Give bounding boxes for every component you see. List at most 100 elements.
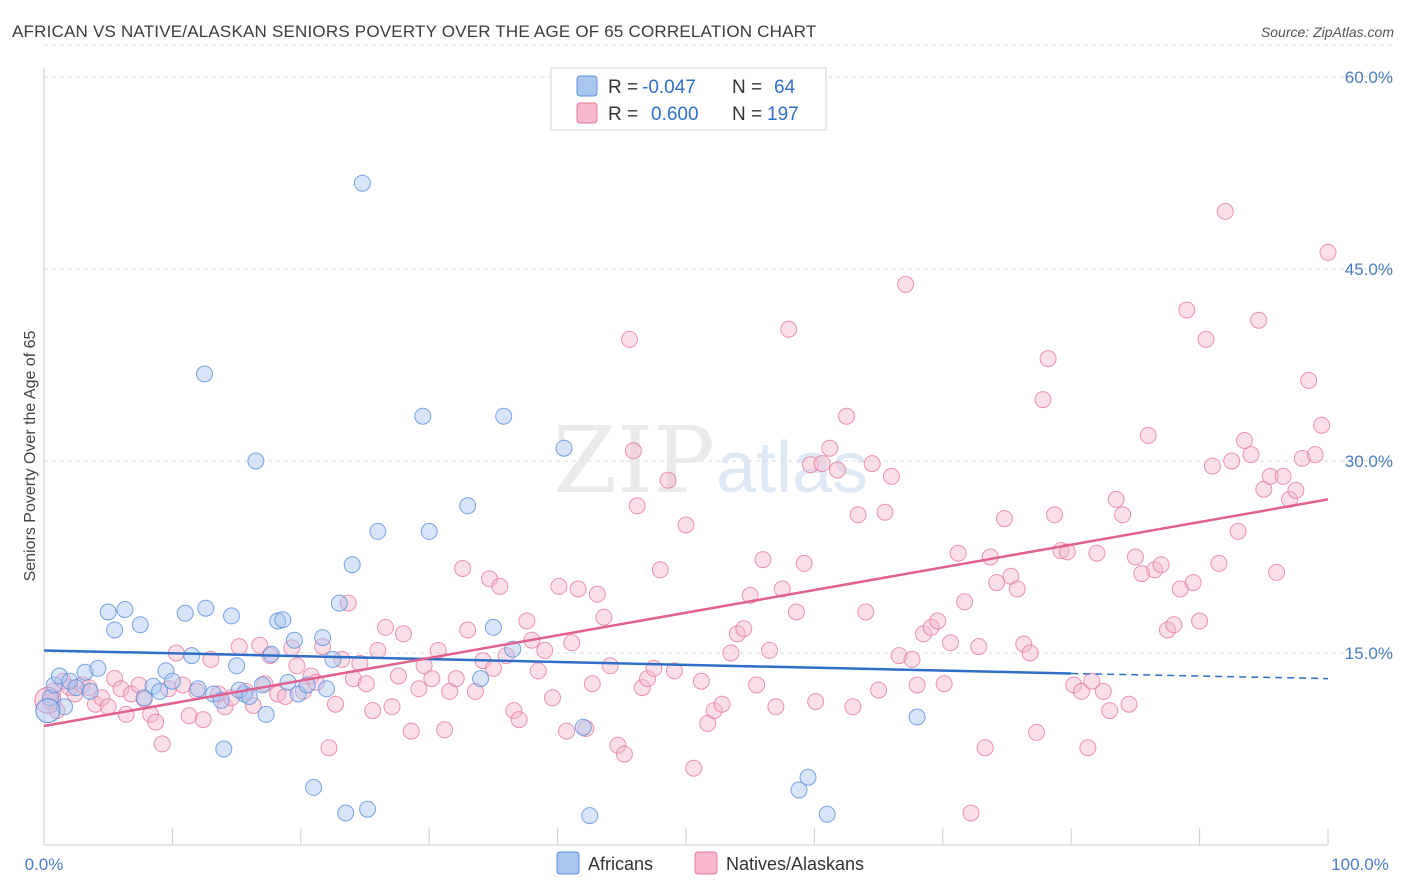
legend-africans-r-value: -0.047 [642, 77, 696, 98]
legend-africans-r-label: R = [608, 77, 638, 98]
bottom-legend-natives-swatch [694, 851, 718, 875]
data-point [651, 561, 669, 579]
data-point [722, 644, 740, 662]
data-point [1039, 350, 1057, 368]
data-point [196, 365, 213, 383]
data-point [1088, 544, 1106, 562]
data-point [870, 681, 888, 699]
data-point [790, 781, 808, 799]
data-point [1319, 243, 1337, 261]
data-point [76, 663, 94, 681]
data-point [1152, 556, 1170, 574]
data-point [318, 680, 335, 698]
data-point [1229, 522, 1247, 540]
data-point [882, 467, 900, 485]
data-point [276, 688, 294, 705]
data-point [929, 612, 947, 630]
data-point [1216, 202, 1234, 220]
data-point [529, 662, 547, 680]
data-point [829, 461, 846, 479]
data-point [333, 650, 351, 668]
data-point [414, 407, 432, 425]
data-point [157, 662, 175, 680]
data-point [1008, 580, 1026, 598]
data-point [536, 641, 554, 659]
data-point [327, 695, 344, 713]
data-point [863, 455, 881, 473]
data-point [544, 689, 561, 707]
data-point [180, 707, 198, 725]
data-point [343, 556, 361, 574]
data-point [628, 497, 646, 515]
legend-natives-r-value: 0.600 [651, 104, 699, 125]
legend-africans-n-label: N = [732, 77, 762, 98]
africans-trend-extension [1071, 672, 1329, 680]
data-point [595, 608, 613, 626]
y-tick-label: 15.0% [1345, 644, 1393, 663]
data-point [956, 593, 974, 611]
data-point [402, 722, 420, 740]
data-point [153, 735, 171, 753]
x-ticks [43, 828, 1329, 845]
data-point [976, 739, 994, 757]
y-axis-label: Seniors Poverty Over the Age of 65 [22, 331, 39, 582]
data-point [1250, 311, 1268, 329]
y-tick-labels: 15.0% 30.0% 45.0% 60.0% [1345, 68, 1393, 663]
data-point [609, 736, 627, 754]
top-legend: R = -0.047 N = 64 R = 0.600 N = 197 [550, 67, 827, 131]
data-point [601, 657, 619, 675]
data-point [787, 603, 805, 621]
data-point [844, 698, 862, 716]
data-point [423, 670, 441, 688]
data-point [942, 634, 959, 652]
data-point [274, 611, 292, 629]
data-point [495, 407, 513, 425]
data-point [1114, 506, 1132, 524]
data-point [151, 682, 169, 700]
x-tick-label-min: 0.0% [25, 855, 64, 874]
y-tick-label: 30.0% [1345, 452, 1393, 471]
data-point [1165, 616, 1183, 634]
data-point [639, 670, 656, 688]
data-point [767, 698, 785, 716]
data-point [1046, 506, 1063, 524]
data-point [876, 503, 894, 521]
data-point [1261, 467, 1279, 485]
source-credit: Source: ZipAtlas.com [1260, 24, 1394, 40]
data-point [106, 670, 124, 688]
data-point [555, 439, 573, 457]
data-point [285, 631, 303, 649]
data-point [369, 522, 387, 540]
data-point [1293, 449, 1311, 467]
data-point [459, 621, 477, 639]
trend-lines [43, 498, 1329, 728]
data-point [244, 697, 262, 714]
bottom-legend-natives-label: Natives/Alaskans [726, 854, 864, 874]
data-point [189, 680, 207, 698]
data-point [215, 740, 233, 758]
data-point [320, 739, 338, 757]
data-point [795, 554, 813, 572]
data-point [908, 676, 926, 694]
data-point [112, 680, 130, 698]
data-point [754, 551, 772, 569]
data-point [505, 702, 523, 720]
data-point [116, 601, 134, 618]
data-point [1133, 565, 1151, 583]
data-point [897, 275, 915, 293]
data-point [251, 636, 269, 654]
data-point [194, 711, 212, 729]
data-point [713, 695, 731, 713]
legend-africans-n-value: 64 [774, 77, 796, 98]
africans-trend-line [43, 649, 1072, 675]
data-point [484, 618, 502, 636]
data-point [818, 805, 836, 823]
data-point [922, 618, 940, 636]
data-point [949, 544, 967, 562]
data-point [197, 599, 215, 617]
data-point [1028, 723, 1045, 741]
data-point [147, 713, 165, 731]
data-point [1313, 416, 1331, 434]
data-point [163, 672, 181, 690]
